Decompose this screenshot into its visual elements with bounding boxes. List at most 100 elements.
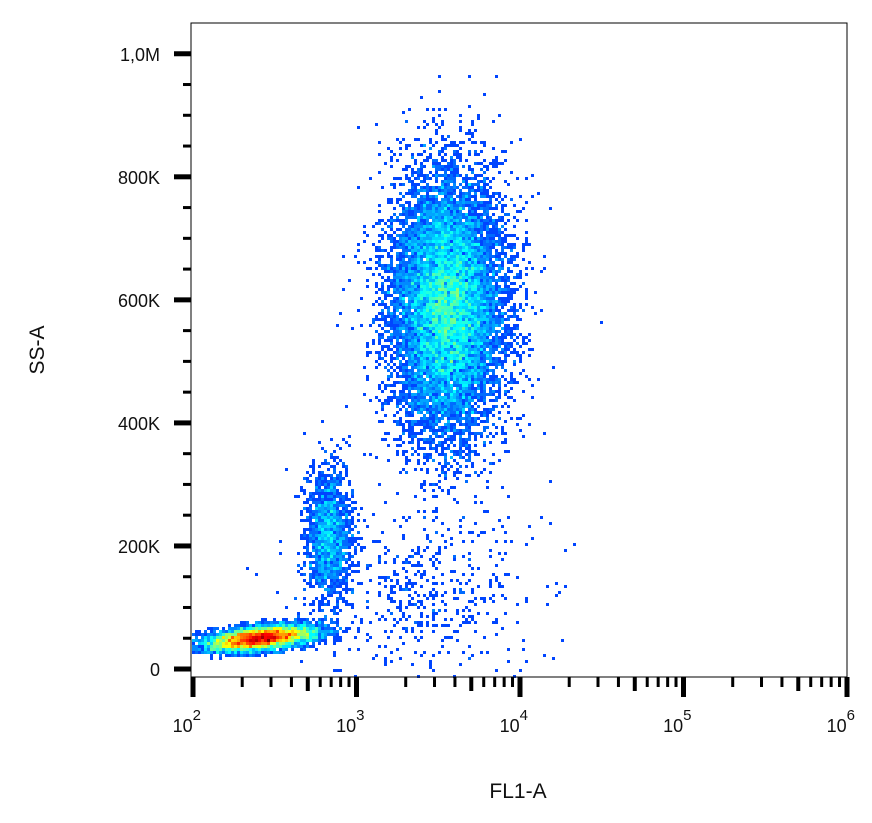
density-cell [456, 201, 459, 204]
density-cell [414, 177, 417, 180]
density-cell [207, 627, 210, 630]
density-cell [258, 636, 261, 639]
density-cell [399, 321, 402, 324]
density-cell [267, 630, 270, 633]
density-cell [318, 501, 321, 504]
density-cell [411, 396, 414, 399]
density-cell [390, 591, 393, 594]
density-cell [408, 228, 411, 231]
density-cell [474, 216, 477, 219]
density-cell [450, 282, 453, 285]
density-cell [489, 462, 492, 465]
density-cell [330, 495, 333, 498]
density-cell [429, 288, 432, 291]
density-cell [435, 222, 438, 225]
density-cell [435, 165, 438, 168]
density-cell [399, 267, 402, 270]
density-cell [408, 600, 411, 603]
density-cell [447, 420, 450, 423]
density-cell [426, 315, 429, 318]
density-cell [192, 648, 195, 651]
density-cell [432, 201, 435, 204]
density-cell [486, 426, 489, 429]
density-cell [441, 294, 444, 297]
density-cell [300, 630, 303, 633]
density-cell [510, 234, 513, 237]
density-cell [414, 204, 417, 207]
density-cell [201, 648, 204, 651]
density-cell [402, 270, 405, 273]
density-cell [342, 543, 345, 546]
density-cell [465, 417, 468, 420]
density-cell [477, 258, 480, 261]
density-cell [474, 381, 477, 384]
density-cell [399, 363, 402, 366]
density-cell [495, 318, 498, 321]
density-cell [459, 240, 462, 243]
density-cell [402, 354, 405, 357]
density-cell [480, 318, 483, 321]
density-cell [501, 486, 504, 489]
density-cell [312, 498, 315, 501]
density-cell [447, 183, 450, 186]
density-cell [513, 282, 516, 285]
density-cell [441, 186, 444, 189]
density-cell [459, 285, 462, 288]
density-cell [333, 537, 336, 540]
density-cell [432, 225, 435, 228]
density-cell [456, 153, 459, 156]
density-cell [351, 537, 354, 540]
density-cell [300, 567, 303, 570]
density-cell [573, 543, 576, 546]
density-cell [276, 642, 279, 645]
density-cell [330, 540, 333, 543]
density-cell [297, 636, 300, 639]
density-cell [435, 516, 438, 519]
density-cell [441, 408, 444, 411]
density-cell [474, 246, 477, 249]
density-cell [474, 201, 477, 204]
density-cell [405, 372, 408, 375]
density-cell [279, 630, 282, 633]
density-cell [378, 357, 381, 360]
density-cell [450, 237, 453, 240]
density-cell [435, 261, 438, 264]
density-cell [381, 282, 384, 285]
density-cell [336, 582, 339, 585]
density-cell [363, 225, 366, 228]
density-cell [321, 564, 324, 567]
density-cell [405, 342, 408, 345]
density-cell [429, 234, 432, 237]
density-cell [441, 237, 444, 240]
density-cell [423, 336, 426, 339]
density-cell [471, 210, 474, 213]
density-cell [426, 216, 429, 219]
density-cell [504, 612, 507, 615]
density-cell [342, 522, 345, 525]
density-cell [447, 375, 450, 378]
density-cell [465, 291, 468, 294]
density-cell [441, 336, 444, 339]
density-cell [435, 174, 438, 177]
density-cell [312, 540, 315, 543]
density-cell [411, 441, 414, 444]
density-cell [516, 309, 519, 312]
density-cell [456, 273, 459, 276]
density-cell [426, 597, 429, 600]
density-cell [459, 384, 462, 387]
density-cell [423, 306, 426, 309]
density-cell [474, 375, 477, 378]
density-cell [495, 156, 498, 159]
density-cell [441, 417, 444, 420]
density-cell [354, 636, 357, 639]
density-cell [411, 186, 414, 189]
density-cell [465, 186, 468, 189]
density-cell [498, 243, 501, 246]
density-cell [492, 273, 495, 276]
density-cell [435, 207, 438, 210]
density-cell [378, 354, 381, 357]
density-cell [378, 222, 381, 225]
density-cell [462, 384, 465, 387]
density-cell [444, 186, 447, 189]
density-cell [498, 387, 501, 390]
